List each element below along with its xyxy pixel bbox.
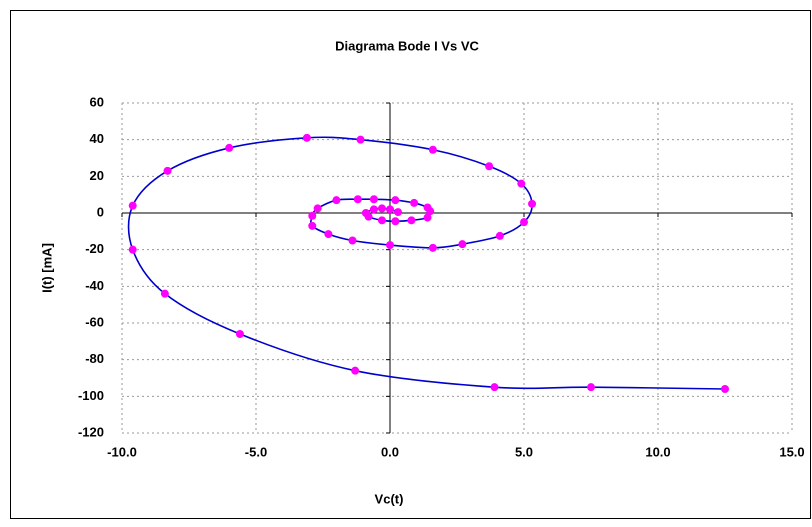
point — [348, 236, 357, 245]
point — [528, 199, 537, 208]
point — [356, 135, 365, 144]
y-tick-label: -120 — [78, 424, 104, 439]
point — [128, 245, 137, 254]
y-tick-label: 40 — [90, 131, 104, 146]
point — [520, 218, 528, 227]
point — [721, 385, 729, 393]
point — [324, 230, 333, 239]
y-tick-label: -60 — [85, 314, 104, 329]
point — [394, 208, 403, 217]
x-tick-label: -10.0 — [107, 444, 137, 459]
point — [428, 145, 437, 154]
x-tick-label: 0.0 — [381, 444, 399, 459]
point — [225, 143, 234, 152]
point — [386, 241, 394, 250]
point — [128, 201, 137, 210]
point — [163, 166, 172, 175]
y-tick-label: -40 — [85, 278, 104, 293]
point — [587, 383, 595, 392]
point — [490, 383, 499, 392]
point — [485, 162, 494, 171]
point — [377, 204, 386, 213]
chart-title: Diagrama Bode I Vs VC — [335, 38, 479, 53]
point — [377, 216, 386, 225]
point — [407, 216, 416, 225]
y-tick-label: -100 — [78, 388, 104, 403]
point — [361, 209, 370, 217]
point — [410, 198, 419, 207]
point — [458, 240, 467, 249]
point — [235, 330, 244, 338]
point — [369, 205, 378, 214]
point — [391, 217, 400, 226]
point — [313, 204, 322, 213]
plot-area — [122, 103, 792, 433]
y-tick-label: -20 — [85, 241, 104, 256]
point — [423, 213, 432, 222]
y-tick-label: -80 — [85, 351, 104, 366]
x-tick-label: 5.0 — [515, 444, 533, 459]
point — [391, 196, 400, 205]
y-tick-label: 20 — [90, 168, 104, 183]
point — [369, 195, 378, 204]
x-tick-label: 15.0 — [779, 444, 804, 459]
x-axis-label: Vc(t) — [375, 491, 404, 506]
point — [308, 221, 317, 230]
y-tick-label: 0 — [97, 204, 104, 219]
x-tick-label: -5.0 — [245, 444, 267, 459]
point — [160, 289, 169, 298]
point — [332, 196, 341, 205]
point — [428, 243, 437, 252]
y-axis-label: I(t) [mA] — [39, 243, 54, 293]
x-tick-label: 10.0 — [645, 444, 670, 459]
point — [353, 195, 362, 204]
point — [351, 366, 360, 375]
point — [302, 133, 311, 142]
point — [386, 205, 394, 214]
y-tick-label: 60 — [90, 94, 104, 109]
point — [308, 211, 317, 220]
point — [517, 179, 526, 188]
point — [495, 231, 504, 240]
point — [426, 207, 435, 216]
